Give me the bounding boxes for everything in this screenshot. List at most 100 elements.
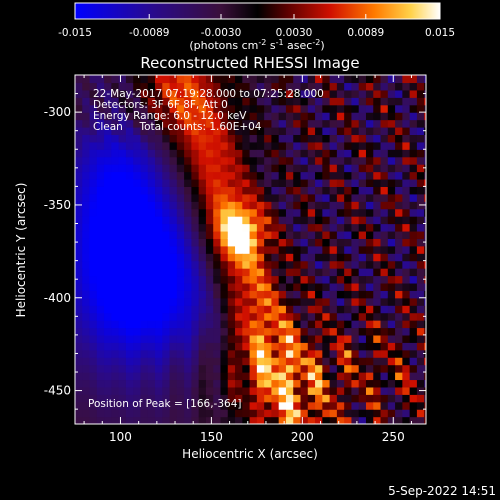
heatmap-cell (293, 305, 302, 314)
heatmap-cell (147, 260, 156, 269)
heatmap-cell (198, 349, 207, 358)
heatmap-cell (184, 409, 192, 418)
heatmap-cell (118, 409, 127, 418)
heatmap-cell (96, 104, 105, 113)
heatmap-cell (256, 357, 265, 366)
heatmap-cell (111, 171, 120, 180)
heatmap-cell (387, 238, 396, 247)
heatmap-cell (169, 134, 178, 143)
heatmap-cell (315, 112, 323, 121)
heatmap-cell (140, 201, 149, 210)
heatmap-cell (147, 104, 156, 113)
heatmap-cell (89, 82, 98, 91)
heatmap-cell (358, 409, 367, 418)
heatmap-cell (235, 305, 243, 314)
heatmap-cell (300, 164, 309, 173)
heatmap-cell (227, 297, 236, 306)
heatmap-cell (249, 349, 258, 358)
heatmap-cell (293, 112, 302, 121)
heatmap-cell (235, 290, 243, 299)
heatmap-cell (409, 89, 418, 98)
heatmap-cell (205, 186, 214, 195)
heatmap-cell (424, 104, 426, 113)
heatmap-cell (133, 149, 142, 158)
heatmap-cell (205, 260, 214, 269)
heatmap-cell (242, 305, 251, 314)
heatmap-cell (104, 119, 112, 128)
heatmap-cell (205, 357, 214, 366)
heatmap-cell (256, 372, 265, 381)
heatmap-cell (191, 260, 200, 269)
heatmap-cell (184, 275, 192, 284)
heatmap-cell (336, 357, 345, 366)
heatmap-cell (336, 75, 345, 84)
heatmap-cell (300, 394, 309, 403)
heatmap-cell (133, 193, 142, 202)
heatmap-cell (380, 141, 389, 150)
heatmap-cell (242, 238, 251, 247)
heatmap-cell (96, 178, 105, 187)
heatmap-cell (329, 223, 338, 232)
heatmap-cell (256, 171, 265, 180)
heatmap-cell (285, 149, 294, 158)
heatmap-cell (315, 394, 323, 403)
heatmap-cell (271, 394, 280, 403)
heatmap-cell (75, 119, 83, 128)
heatmap-cell (416, 75, 425, 84)
heatmap-cell (351, 394, 360, 403)
heatmap-cell (278, 126, 287, 136)
heatmap-cell (235, 126, 243, 136)
heatmap-cell (344, 89, 353, 98)
heatmap-cell (395, 149, 403, 158)
heatmap-cell (402, 394, 411, 403)
heatmap-cell (402, 245, 411, 254)
heatmap-cell (118, 282, 127, 291)
heatmap-cell (285, 282, 294, 291)
heatmap-cell (424, 268, 426, 277)
heatmap-cell (111, 238, 120, 247)
heatmap-cell (162, 223, 171, 232)
heatmap-cell (162, 208, 171, 217)
heatmap-cell (285, 178, 294, 187)
heatmap-cell (358, 104, 367, 113)
heatmap-cell (75, 364, 83, 373)
heatmap-cell (169, 178, 178, 187)
heatmap-cell (242, 149, 251, 158)
heatmap-cell (402, 126, 411, 136)
heatmap-cell (315, 126, 323, 136)
heatmap-cell (351, 75, 360, 84)
heatmap-cell (242, 223, 251, 232)
heatmap-cell (155, 82, 163, 91)
heatmap-cell (220, 104, 229, 113)
heatmap-cell (125, 386, 134, 395)
heatmap-cell (118, 268, 127, 277)
heatmap-cell (307, 275, 316, 284)
heatmap-cell (133, 178, 142, 187)
heatmap-cell (315, 141, 323, 150)
heatmap-cell (293, 119, 302, 128)
heatmap-cell (271, 156, 280, 165)
heatmap-cell (249, 208, 258, 217)
heatmap-cell (162, 186, 171, 195)
heatmap-cell (89, 171, 98, 180)
heatmap-cell (227, 357, 236, 366)
heatmap-cell (82, 260, 91, 269)
heatmap-cell (416, 327, 425, 336)
heatmap-cell (329, 97, 338, 106)
heatmap-cell (329, 401, 338, 410)
heatmap-cell (198, 260, 207, 269)
heatmap-cell (82, 334, 91, 343)
heatmap-cell (220, 297, 229, 306)
heatmap-cell (162, 379, 171, 388)
heatmap-cell (249, 97, 258, 106)
heatmap-cell (315, 357, 323, 366)
heatmap-cell (75, 282, 83, 291)
heatmap-cell (380, 156, 389, 165)
heatmap-cell (344, 312, 353, 321)
heatmap-cell (307, 282, 316, 291)
heatmap-cell (409, 372, 418, 381)
heatmap-cell (205, 394, 214, 403)
heatmap-cell (82, 141, 91, 150)
heatmap-cell (344, 401, 353, 410)
heatmap-cell (147, 186, 156, 195)
